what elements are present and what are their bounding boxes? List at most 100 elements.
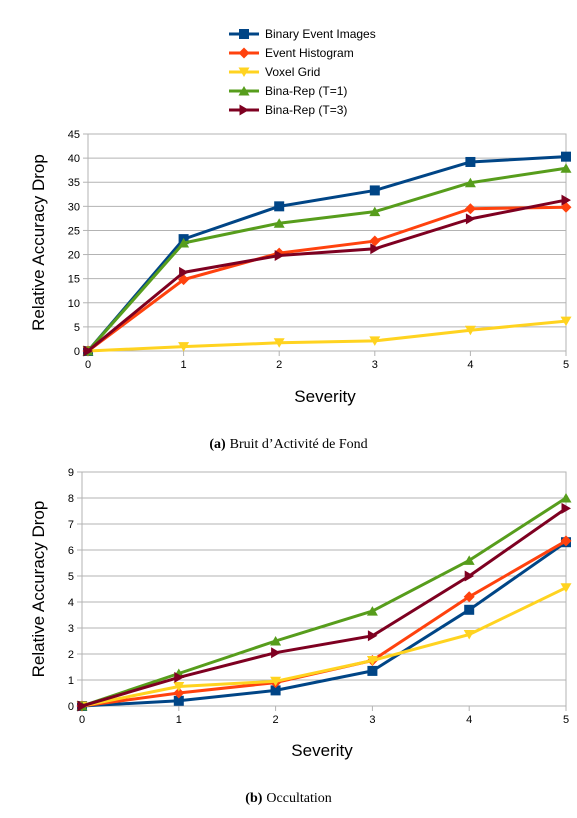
x-tick-label: 3 — [369, 714, 375, 726]
data-point — [270, 685, 281, 696]
data-point — [464, 177, 476, 188]
series-line — [87, 205, 567, 353]
legend-swatch-marker — [238, 47, 250, 59]
y-axis-title: Relative Accuracy Drop — [29, 154, 48, 331]
y-tick-label: 5 — [68, 571, 74, 583]
y-tick-label: 3 — [68, 623, 74, 635]
data-point — [179, 266, 189, 278]
x-tick-label: 4 — [466, 714, 472, 726]
data-point — [178, 237, 190, 248]
data-point — [560, 316, 572, 327]
y-tick-label: 0 — [68, 701, 74, 713]
series — [82, 163, 572, 356]
data-point — [560, 535, 572, 547]
data-point — [366, 656, 378, 666]
y-tick-label: 0 — [74, 346, 80, 358]
legend-swatch-marker — [239, 29, 249, 39]
legend-entry: Event Histogram — [229, 46, 354, 60]
y-tick-label: 1 — [68, 675, 74, 687]
data-point — [369, 185, 380, 196]
data-point — [270, 636, 282, 646]
x-tick-label: 4 — [467, 359, 473, 371]
y-tick-label: 15 — [68, 274, 80, 286]
y-tick-label: 10 — [68, 298, 80, 310]
data-point — [561, 502, 571, 514]
chart-panel-b: 0 1 2 3 4 5 6 7 8 9 0 1 2 3 4 5 Severity Relative Accurac… — [29, 467, 572, 806]
legend-swatch-marker — [239, 104, 249, 116]
x-tick-label: 1 — [176, 714, 182, 726]
data-point — [560, 493, 572, 503]
data-point — [370, 243, 380, 255]
caption-label: (b) — [245, 791, 262, 806]
data-point — [463, 591, 475, 603]
data-point — [366, 606, 378, 616]
legend-entry: Binary Event Images — [229, 27, 376, 41]
x-tick-label: 0 — [79, 714, 85, 726]
y-tick-label: 25 — [68, 225, 80, 237]
legend-label: Voxel Grid — [265, 65, 320, 79]
data-point — [464, 203, 476, 215]
y-tick-label: 45 — [68, 129, 80, 141]
data-point — [464, 604, 475, 615]
y-tick-label: 4 — [68, 597, 74, 609]
data-point — [173, 695, 184, 706]
data-point — [174, 671, 184, 683]
data-point — [173, 682, 185, 692]
data-point — [273, 218, 285, 228]
series-line — [87, 319, 567, 353]
y-tick-label: 5 — [74, 322, 80, 334]
x-tick-label: 5 — [563, 359, 569, 371]
x-tick-label: 2 — [273, 714, 279, 726]
data-point — [463, 555, 475, 565]
legend: Binary Event Images Event Histogram Voxel … — [229, 27, 376, 117]
data-point — [178, 342, 190, 352]
data-point — [561, 194, 571, 206]
x-tick-label: 2 — [276, 359, 282, 371]
data-point — [560, 583, 572, 593]
legend-entry: Bina-Rep (T=1) — [229, 84, 347, 98]
x-tick-label: 0 — [85, 359, 91, 371]
series-line — [81, 586, 567, 708]
data-point — [270, 676, 282, 687]
series-line — [81, 496, 567, 708]
y-tick-label: 7 — [68, 519, 74, 531]
data-point — [369, 235, 381, 247]
x-tick-label: 1 — [181, 359, 187, 371]
caption-text: Bruit d’Activité de Fond — [230, 437, 368, 452]
data-point — [464, 570, 475, 582]
series-line — [81, 507, 567, 708]
x-tick-label: 5 — [563, 714, 569, 726]
y-tick-label: 30 — [68, 201, 80, 213]
data-point — [271, 647, 281, 659]
legend-entry: Bina-Rep (T=3) — [229, 103, 347, 117]
y-tick-label: 40 — [68, 153, 80, 165]
legend-label: Binary Event Images — [265, 27, 376, 41]
data-point — [369, 336, 381, 346]
figure-caption: (a) Bruit d’Activité de Fond — [209, 437, 367, 452]
data-point — [77, 700, 87, 712]
caption-text: Occultation — [266, 791, 331, 806]
series-line — [81, 540, 567, 708]
data-point — [83, 345, 93, 357]
data-point — [561, 151, 571, 162]
x-axis-title: Severity — [294, 387, 356, 406]
legend-swatch-marker — [238, 86, 250, 96]
plot-frame — [87, 133, 567, 352]
series — [76, 493, 572, 711]
data-point — [273, 338, 285, 348]
legend-label: Bina-Rep (T=3) — [265, 103, 347, 117]
data-point — [173, 687, 185, 699]
series-line — [87, 198, 567, 353]
y-tick-label: 35 — [68, 177, 80, 189]
x-axis-title: Severity — [291, 741, 353, 760]
series — [83, 194, 571, 357]
data-point — [465, 156, 476, 167]
series — [82, 316, 572, 356]
legend-label: Bina-Rep (T=1) — [265, 84, 347, 98]
caption-label: (a) — [209, 437, 226, 452]
data-point — [465, 213, 476, 225]
x-tick-label: 3 — [372, 359, 378, 371]
data-point — [274, 201, 285, 212]
